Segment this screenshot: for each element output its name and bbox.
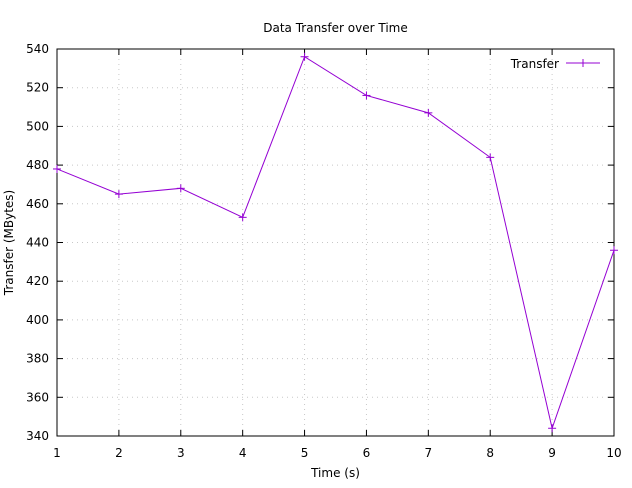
data-point: [424, 108, 433, 117]
x-tick-label: 10: [606, 446, 621, 460]
y-tick-label: 480: [26, 158, 49, 172]
y-tick-label: 380: [26, 352, 49, 366]
y-tick-label: 420: [26, 274, 49, 288]
x-tick-label: 7: [425, 446, 433, 460]
y-tick-label: 460: [26, 197, 49, 211]
data-point: [238, 213, 247, 222]
legend-label: Transfer: [510, 57, 559, 71]
y-tick-label: 340: [26, 429, 49, 443]
y-axis-label: Transfer (MBytes): [2, 190, 16, 296]
legend-marker: [579, 59, 587, 67]
x-tick-label: 9: [548, 446, 556, 460]
data-point: [176, 184, 185, 193]
data-point: [610, 246, 618, 255]
data-point: [362, 91, 371, 100]
x-tick-label: 2: [115, 446, 123, 460]
data-point: [486, 153, 495, 162]
data-point: [300, 52, 309, 61]
x-tick-label: 4: [239, 446, 247, 460]
chart-title: Data Transfer over Time: [263, 21, 407, 35]
tick-labels: 340 360 380 400 420 440 460 480 500 520 540 1 2 3 4 5 6 7…: [26, 42, 622, 460]
y-tick-label: 540: [26, 42, 49, 56]
x-tick-label: 8: [486, 446, 494, 460]
data-point: [53, 164, 61, 173]
x-tick-label: 3: [177, 446, 185, 460]
x-tick-label: 6: [363, 446, 371, 460]
data-point: [114, 190, 123, 199]
y-tick-label: 440: [26, 236, 49, 250]
y-tick-label: 500: [26, 119, 49, 133]
y-tick-label: 400: [26, 313, 49, 327]
x-tick-label: 1: [53, 446, 61, 460]
tick-marks: [56, 48, 615, 437]
legend: Transfer: [510, 57, 600, 71]
data-point: [548, 424, 557, 433]
x-tick-label: 5: [301, 446, 309, 460]
grid: [57, 49, 614, 436]
series-layer: [53, 52, 618, 433]
y-tick-label: 360: [26, 390, 49, 404]
x-axis-label: Time (s): [310, 466, 360, 480]
y-tick-label: 520: [26, 81, 49, 95]
plot-frame: [56, 48, 615, 437]
series-line: [56, 55, 615, 431]
